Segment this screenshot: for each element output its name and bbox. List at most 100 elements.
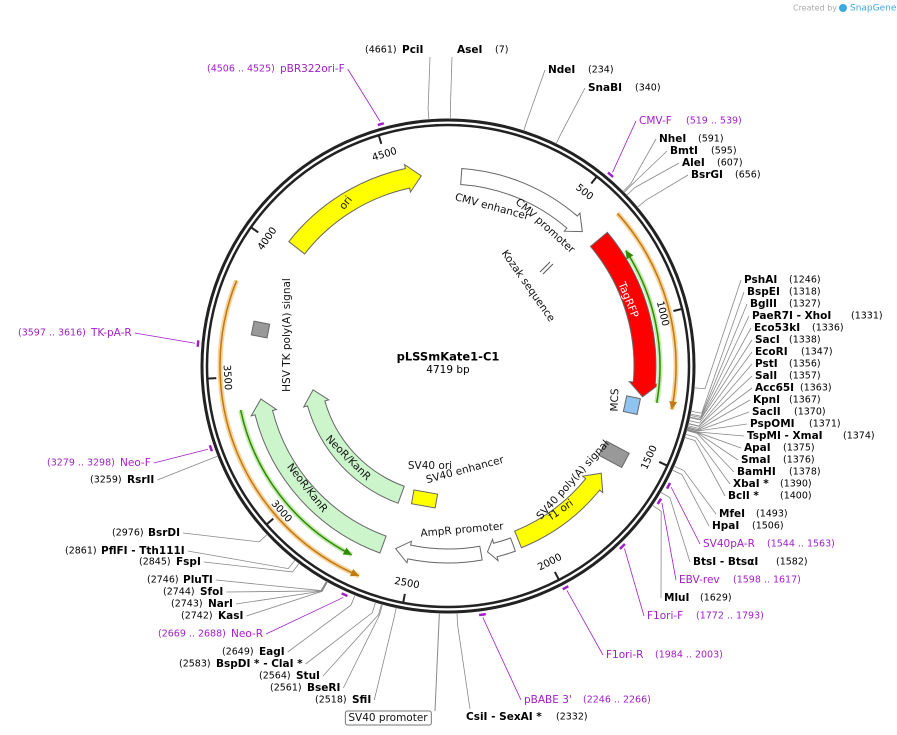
ruler-tick [553,571,560,581]
site-name: BtsI - BtsαI [693,556,758,568]
site-name: BspEI [747,286,780,298]
site-name: SacII [752,406,781,418]
site-leader [622,138,657,192]
ruler-tick [250,226,259,234]
primer-range: (4506 .. 4525) [207,64,275,75]
site-position: (1582) [776,557,808,568]
primer-mark [208,444,214,452]
green-right-head [625,250,634,260]
site-leader [673,465,717,515]
site-name: PaeR7I - XhoI [752,310,831,322]
site-position: (2742) [181,611,213,622]
ampr-promoter-arrow [394,540,483,564]
site-leader [685,433,731,485]
feature-label: HSV TK poly(A) signal [281,278,293,392]
primer-name: TK-pA-R [90,327,132,339]
primer-range: (519 .. 539) [686,116,742,127]
primer-range: (2246 .. 2266) [583,695,651,706]
site-name: AleI [682,157,705,169]
primer-leader [566,590,604,656]
primer-name: EBV-rev [679,574,720,586]
site-leader [637,174,689,208]
site-leader [686,430,735,473]
primer-mark [479,612,486,617]
green-left [239,409,353,556]
site-leader [157,455,219,481]
primer-leader [134,332,196,344]
site-leader [187,550,296,570]
site-position: (2518) [315,695,347,706]
site-name: EcoRI [755,346,788,358]
primer-leader [624,548,645,617]
ruler-tick [402,593,406,603]
site-name: FspI [176,556,201,568]
ruler-tick [377,134,383,145]
credit-prefix: Created by [793,4,837,13]
site-position: (4661) [365,45,397,56]
site-name: TspMI - XmaI [747,430,823,442]
site-name: BamHI [737,466,776,478]
site-position: (1370) [794,407,826,418]
site-position: (1378) [789,467,821,478]
site-leader [183,532,268,543]
site-position: (1331) [851,311,883,322]
primer-leader [153,448,209,464]
feature-label: Kozak sequence [499,248,557,324]
site-leader [623,150,668,193]
primer-mark [377,122,385,127]
site-position: (340) [635,83,661,94]
primer-name: pBR322ori-F [280,63,345,75]
site-name: BmtI [670,145,698,157]
site-name: HpaI [712,520,739,532]
site-leader [689,315,750,419]
site-name: BsrDI [148,527,180,539]
site-position: (2561) [270,683,302,694]
site-name: AseI [457,44,482,56]
primer-name: Neo-F [120,457,151,469]
site-position: (1376) [783,455,815,466]
site-name: SacI [755,334,780,346]
ruler-label: 500 [573,182,595,202]
site-leader [305,602,376,665]
feature-label-box [344,710,432,726]
site-name: BspDI * - ClaI * [216,658,303,670]
site-position: (1347) [801,347,833,358]
site-position: (2564) [259,671,291,682]
site-position: (1629) [700,593,732,604]
site-leader [226,581,328,593]
site-name: KasI [218,610,243,622]
primer-leader [661,502,677,581]
primer-mark [562,585,569,591]
primer-leader [347,68,381,122]
feature-label: MCS [609,388,622,412]
green-right [625,250,661,403]
site-name: CsiI - SexAI * [466,711,542,723]
primer-range: (1772 .. 1793) [696,611,764,622]
primer-name: pBABE 3' [524,694,572,706]
backbone-outer [200,118,696,614]
site-position: (1371) [809,419,841,430]
site-name: SmaI [741,454,771,466]
site-leader [686,429,739,461]
site-name: MfeI [719,508,745,520]
primer-leader [612,120,637,173]
site-position: (1336) [812,323,844,334]
site-leader [523,69,546,132]
site-leader [690,291,745,414]
mcs-box [622,395,641,415]
site-position: (1363) [800,383,832,394]
ruler-label: 2500 [393,576,420,592]
site-position: (1356) [789,359,821,370]
site-position: (1506) [752,521,784,532]
site-position: (3259) [90,475,122,486]
hsv-tk-box [250,320,271,339]
primer-leader [482,617,522,701]
site-position: (2743) [171,599,203,610]
site-position: (2976) [112,528,144,539]
site-position: (7) [495,45,508,56]
site-name: PflFI - Tth111I [101,545,185,557]
ruler-tick [265,517,274,526]
site-position: (1400) [780,491,812,502]
primer-bind-right-head [669,401,678,410]
